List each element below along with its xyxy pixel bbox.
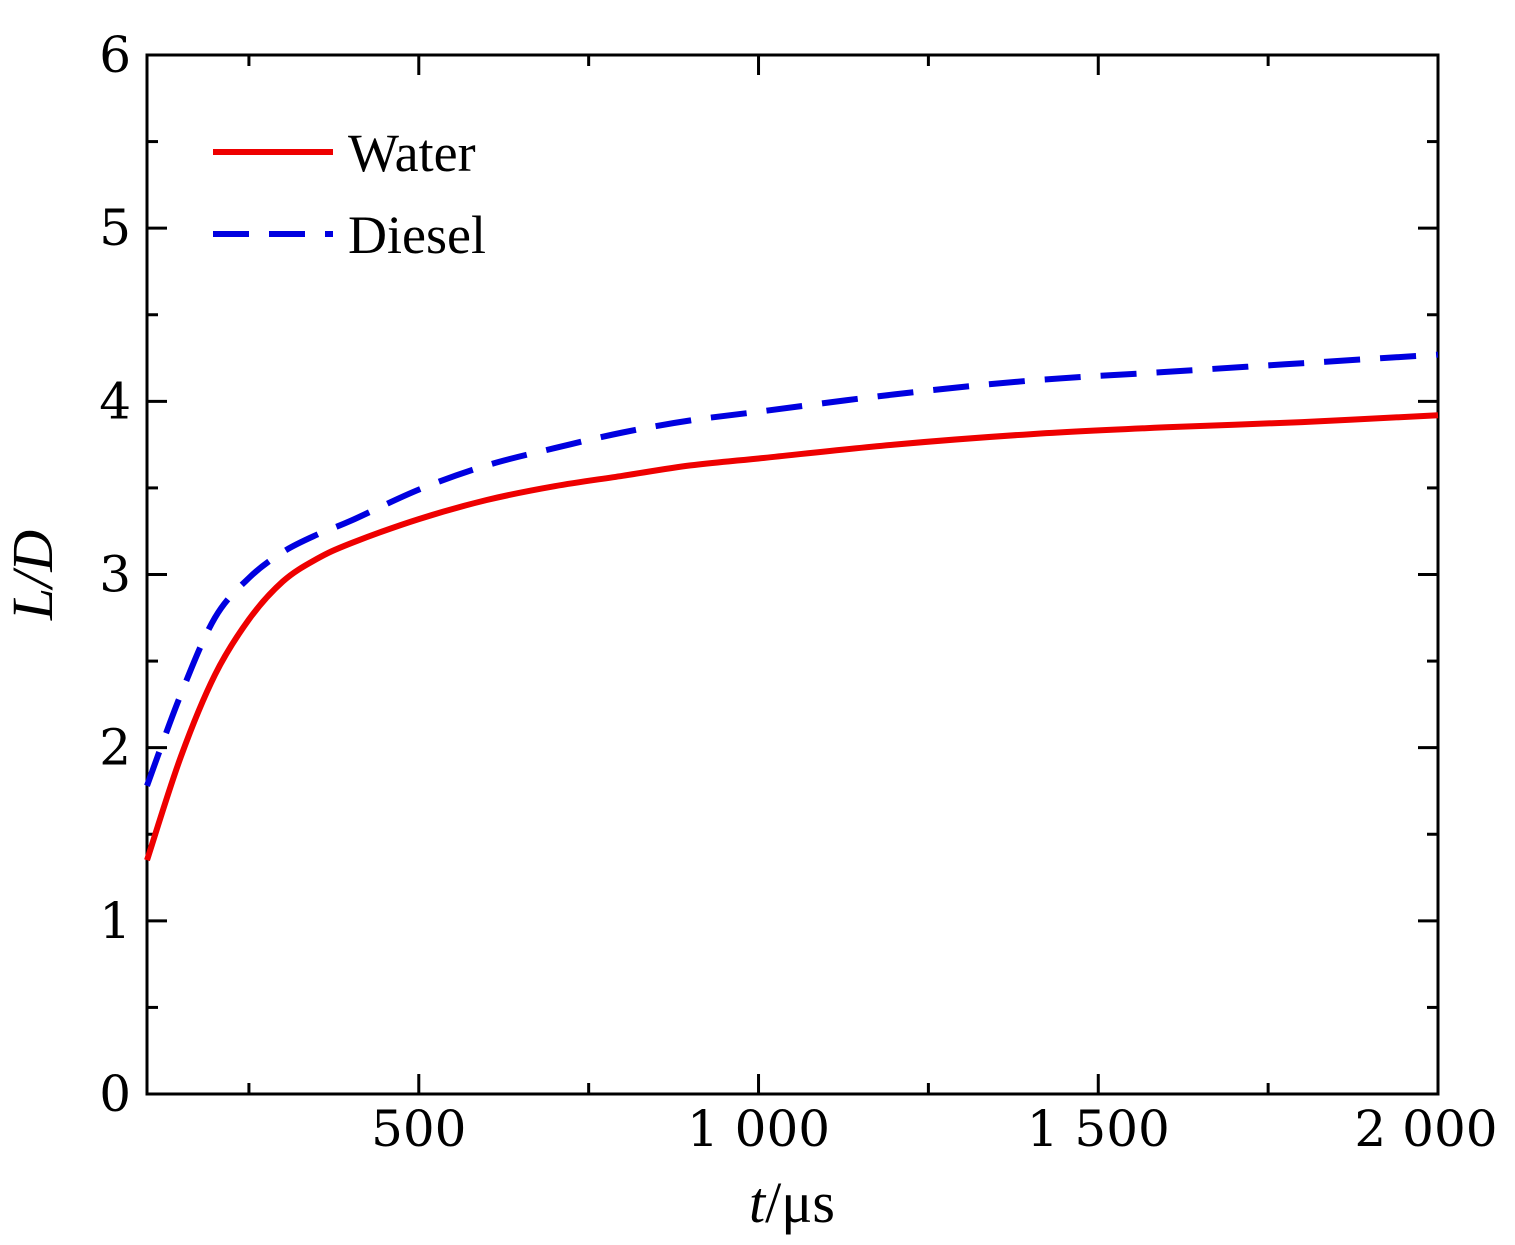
y-tick-label: 2 [99, 719, 131, 777]
x-tick-label: 500 [371, 1100, 466, 1158]
x-axis-title: t/μs [749, 1170, 835, 1235]
y-tick-label: 6 [99, 26, 131, 84]
legend-label-diesel: Diesel [348, 205, 486, 265]
series-line-diesel [144, 351, 1439, 787]
x-tick-label: 1 500 [1027, 1100, 1170, 1158]
y-tick-label: 4 [99, 372, 131, 430]
x-axis-title-variable: t [749, 1170, 767, 1235]
plot-frame [145, 53, 1440, 1096]
series-line-water [144, 412, 1439, 862]
series-lines [144, 351, 1439, 862]
x-tick-label: 2 000 [1354, 1100, 1497, 1158]
legend: Water Diesel [213, 123, 486, 265]
y-tick-label: 5 [99, 199, 131, 257]
x-tick-label: 1 000 [687, 1100, 830, 1158]
y-tick-label: 3 [99, 546, 131, 604]
y-tick-label: 0 [99, 1065, 131, 1123]
axis-ticks: 0 1 2 3 4 5 6 500 1 000 1 500 2 000 [99, 26, 1497, 1158]
x-axis-title-unit: /μs [765, 1170, 835, 1235]
y-tick-label: 1 [99, 892, 131, 950]
y-axis-title: L/D [0, 530, 65, 621]
legend-label-water: Water [348, 123, 476, 183]
